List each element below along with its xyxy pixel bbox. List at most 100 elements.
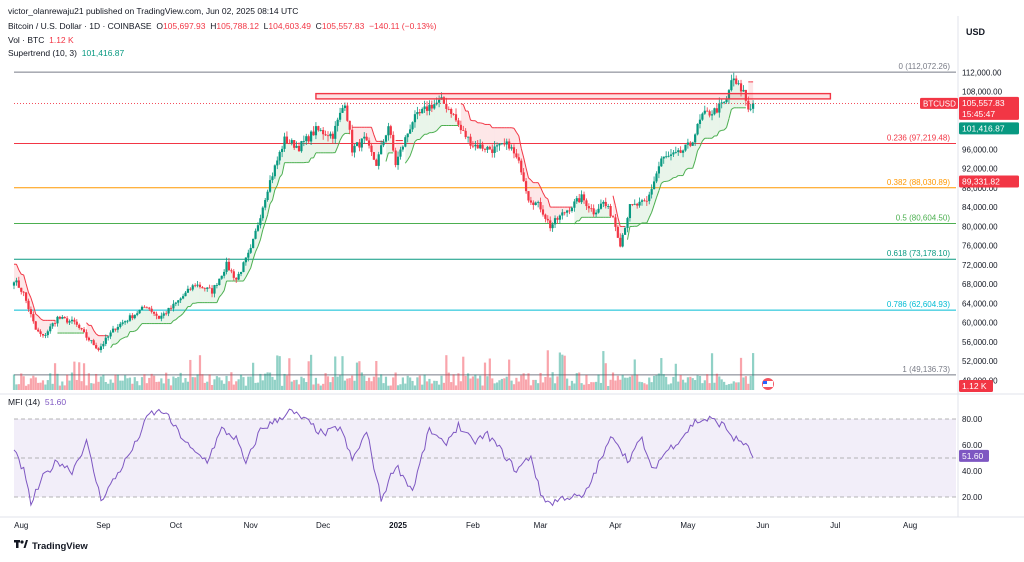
volume-bar [232, 384, 235, 390]
candle-body [532, 202, 535, 206]
supertrend-fill [644, 200, 647, 223]
candle-body [97, 348, 100, 351]
volume-bar [198, 355, 202, 390]
volume-bar [145, 383, 148, 390]
mfi-tick: 60.00 [962, 441, 983, 450]
supertrend-fill [465, 111, 469, 138]
last-price-badge-bg [959, 96, 1019, 120]
volume-bar [95, 373, 98, 390]
supertrend-fill [429, 104, 432, 133]
candle-body [674, 152, 677, 153]
volume-bar [396, 385, 400, 390]
supertrend-fill [347, 120, 350, 134]
candle-body [247, 252, 250, 258]
supertrend-fill [424, 106, 428, 135]
volume-bar [329, 382, 332, 390]
resistance-zone[interactable] [14, 92, 956, 104]
candle-body [590, 208, 593, 210]
volume-bar [575, 373, 578, 390]
volume-bar [184, 378, 187, 390]
volume-bar [225, 375, 228, 390]
candle-body [694, 134, 697, 143]
price-tick: 92,000.00 [962, 165, 998, 174]
supertrend-segment [271, 189, 276, 201]
supertrend-segment [573, 220, 578, 225]
candle-body [718, 103, 721, 113]
fibonacci-retracement[interactable]: 0 (112,072.26) 0.236 (97,219.48) 0.382 (88… [14, 62, 956, 376]
volume-bar [616, 375, 619, 390]
candle-body [99, 346, 103, 351]
volume-legend[interactable]: Vol · BTC 1.12 K [8, 35, 74, 45]
volume-bar [300, 376, 303, 390]
supertrend-segment [617, 217, 621, 227]
supertrend-fill [154, 313, 157, 324]
volume-bar [382, 383, 385, 390]
volume-bar [157, 381, 161, 390]
candle-body [145, 307, 148, 309]
currency-label[interactable]: USD [966, 27, 986, 37]
supertrend-fill [42, 320, 46, 336]
candle-body [160, 315, 163, 319]
supertrend-fill [71, 319, 75, 334]
supertrend-fill [149, 308, 152, 324]
supertrend-fill [690, 142, 693, 169]
supertrend-legend[interactable]: Supertrend (10, 3) 101,416.87 [8, 48, 124, 58]
volume-bar [177, 376, 180, 390]
volume-bar [597, 374, 600, 390]
volume-bar [372, 376, 375, 390]
supertrend-fill [634, 203, 638, 227]
volume-bar [290, 381, 293, 390]
candle-body [556, 218, 559, 220]
candle-body [616, 226, 619, 238]
supertrend-fill [100, 335, 104, 347]
volume-bar [365, 380, 368, 390]
time-tick: May [680, 521, 695, 530]
candle-body [539, 201, 542, 210]
candle-body [595, 212, 598, 215]
volume-bar [541, 382, 545, 390]
supertrend-segment [434, 130, 437, 133]
supertrend-fill [439, 97, 442, 128]
volume-bar [58, 385, 61, 390]
volume-bar [377, 377, 380, 390]
supertrend-fill [142, 306, 145, 324]
supertrend-fill [670, 152, 674, 180]
candle-body [433, 104, 436, 109]
candle-body [162, 313, 165, 316]
volume-bar [247, 376, 250, 390]
candle-body [466, 136, 470, 138]
volume-bar [421, 384, 424, 390]
candle-body [124, 321, 127, 323]
supertrend-segment [95, 333, 99, 337]
candle-body [544, 214, 547, 219]
volume-bar [252, 362, 255, 390]
supertrend-fill [180, 296, 184, 316]
mfi-legend[interactable]: MFI (14) 51.60 [8, 397, 66, 407]
volume-bar [392, 377, 395, 390]
supertrend-fill [736, 83, 739, 108]
volume-bar [537, 383, 540, 390]
candle-body [208, 287, 211, 289]
supertrend-segment [547, 198, 551, 208]
symbol-legend[interactable]: Bitcoin / U.S. Dollar · 1D · COINBASE O1… [8, 21, 437, 31]
candle-body [80, 328, 83, 330]
candle-body [503, 143, 506, 145]
volume-bar [423, 374, 426, 390]
volume-bar [638, 381, 641, 390]
supertrend-fill [187, 288, 191, 307]
candle-body [351, 129, 354, 153]
supertrend-fill [750, 81, 754, 109]
supertrend-segment [371, 127, 375, 136]
volume-bar [551, 372, 554, 390]
volume-bar [657, 373, 661, 390]
supertrend-fill [195, 284, 198, 304]
candle-body [114, 328, 117, 330]
candle-body [696, 123, 699, 135]
supertrend-segment [612, 195, 616, 206]
candle-body [619, 237, 622, 247]
candle-body [223, 271, 226, 276]
candle-body [491, 149, 494, 153]
volume-bar [281, 385, 284, 390]
